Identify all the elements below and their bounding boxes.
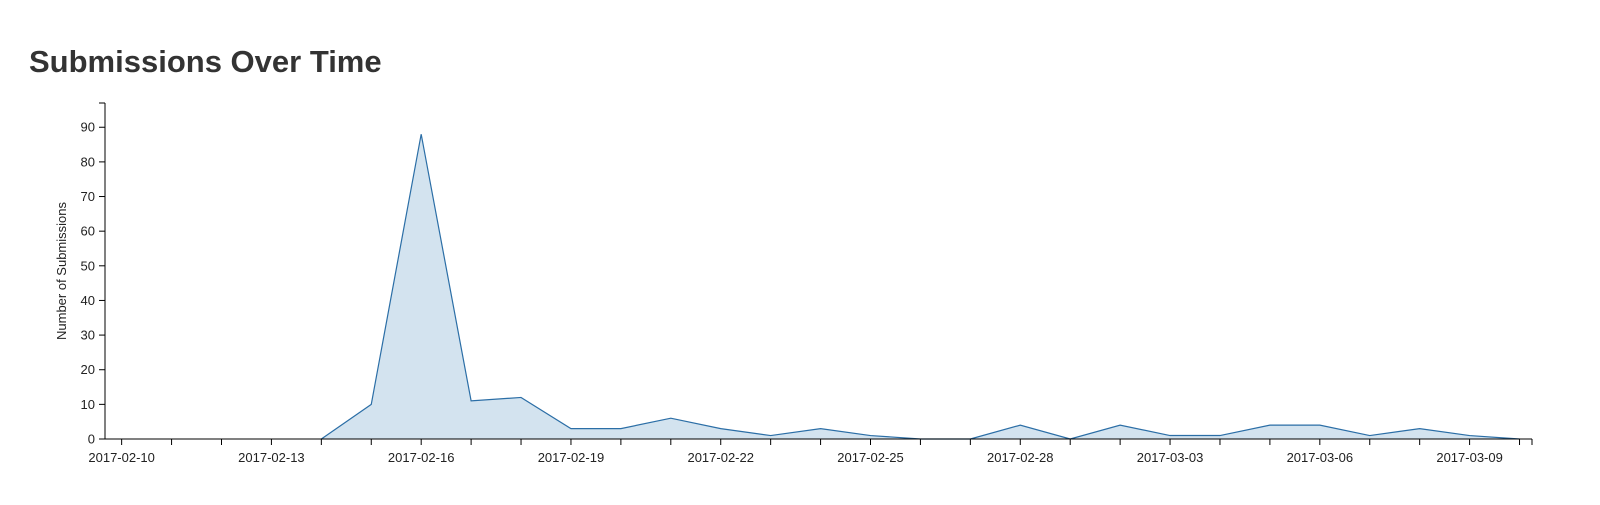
- x-tick-label: 2017-02-19: [538, 450, 605, 465]
- x-tick-label: 2017-02-10: [88, 450, 155, 465]
- y-tick-label: 90: [81, 120, 95, 135]
- y-tick-label: 30: [81, 328, 95, 343]
- x-tick-label: 2017-03-06: [1287, 450, 1354, 465]
- y-tick-label: 60: [81, 224, 95, 239]
- line: [320, 134, 1520, 440]
- y-tick-label: 10: [81, 397, 95, 412]
- x-tick-label: 2017-02-16: [388, 450, 455, 465]
- chart-title: Submissions Over Time: [29, 44, 382, 79]
- x-tick-label: 2017-02-22: [687, 450, 754, 465]
- y-tick-label: 80: [81, 154, 95, 169]
- y-tick-label: 20: [81, 362, 95, 377]
- x-tick-label: 2017-02-25: [837, 450, 904, 465]
- y-axis-label: Number of Submissions: [54, 202, 69, 340]
- y-tick-label: 0: [88, 432, 95, 447]
- x-tick-label: 2017-02-28: [987, 450, 1054, 465]
- x-tick-label: 2017-03-03: [1137, 450, 1204, 465]
- y-tick-label: 50: [81, 258, 95, 273]
- area: [321, 134, 1520, 439]
- y-tick-label: 70: [81, 189, 95, 204]
- x-tick-label: 2017-02-13: [238, 450, 305, 465]
- y-tick-label: 40: [81, 293, 95, 308]
- x-tick-label: 2017-03-09: [1436, 450, 1503, 465]
